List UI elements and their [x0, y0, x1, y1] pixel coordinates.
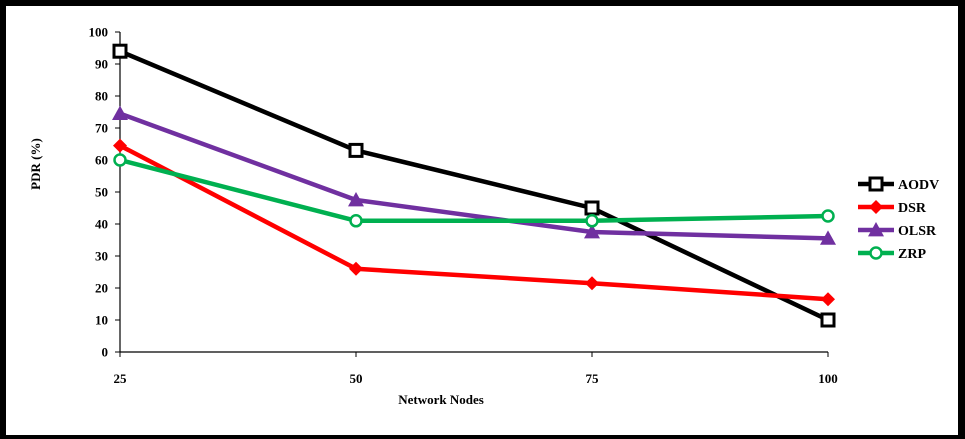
x-tick-label: 100: [818, 371, 838, 386]
legend-marker-olsr: [868, 222, 884, 237]
y-tick-label: 50: [95, 185, 108, 200]
legend-marker-aodv: [868, 176, 884, 192]
data-point-aodv: [820, 312, 836, 328]
y-axis-title: PDR (%): [28, 138, 43, 190]
y-tick-label: 80: [95, 89, 108, 104]
series-olsr: [112, 105, 836, 245]
legend-marker-dsr: [869, 200, 883, 214]
series-line-zrp: [119, 157, 829, 224]
y-tick-label: 20: [95, 281, 108, 296]
series-dsr: [113, 138, 835, 307]
y-ticks: 0 10 20 30 40 50 60 70 80 90 100: [89, 25, 120, 360]
y-tick-label: 40: [95, 217, 108, 232]
data-point-dsr: [349, 261, 363, 276]
data-point-dsr: [113, 138, 127, 153]
y-tick-label: 60: [95, 153, 108, 168]
data-point-aodv: [348, 142, 364, 158]
data-point-aodv: [112, 43, 128, 59]
x-tick-label: 50: [350, 371, 363, 386]
data-point-zrp: [349, 214, 363, 228]
legend-label-olsr: OLSR: [898, 224, 937, 239]
y-tick-label: 70: [95, 121, 108, 136]
series-aodv: [112, 43, 836, 328]
y-tick-label: 10: [95, 313, 108, 328]
data-point-olsr: [348, 192, 364, 207]
legend-item-olsr: OLSR: [858, 222, 937, 239]
legend-marker-zrp: [869, 246, 883, 260]
x-tick-label: 25: [114, 371, 128, 386]
x-axis-title: Network Nodes: [398, 392, 484, 407]
y-tick-label: 30: [95, 249, 108, 264]
legend-item-zrp: ZRP: [858, 246, 926, 262]
y-tick-label: 90: [95, 57, 108, 72]
series-line-olsr: [119, 111, 829, 241]
series-zrp: [113, 153, 835, 228]
series-line-dsr: [118, 143, 829, 302]
legend-label-zrp: ZRP: [898, 247, 926, 262]
data-point-olsr: [820, 230, 836, 245]
y-tick-label: 0: [102, 345, 109, 360]
legend-label-aodv: AODV: [898, 178, 939, 193]
x-tick-label: 75: [586, 371, 600, 386]
data-point-zrp: [113, 153, 127, 167]
legend-item-dsr: DSR: [858, 200, 927, 216]
data-point-zrp: [585, 214, 599, 228]
x-ticks: 25 50 75 100: [114, 352, 838, 386]
data-point-aodv: [584, 200, 600, 216]
data-point-dsr: [585, 276, 599, 291]
series-layer: [112, 43, 836, 328]
series-line-aodv: [119, 49, 829, 323]
y-tick-label: 100: [89, 25, 109, 40]
axes: [119, 32, 828, 353]
legend: AODV DSR OLSR ZRP: [858, 176, 939, 262]
data-point-dsr: [821, 292, 835, 307]
data-point-olsr: [112, 105, 128, 120]
data-point-zrp: [821, 209, 835, 223]
legend-label-dsr: DSR: [898, 201, 927, 216]
data-point-olsr: [584, 224, 600, 239]
legend-item-aodv: AODV: [858, 176, 939, 193]
